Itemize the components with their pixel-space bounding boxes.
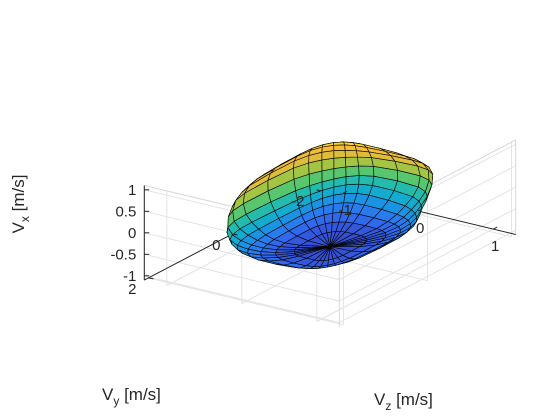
- y-tick-label: 0: [212, 237, 220, 254]
- surface-face: [344, 150, 358, 158]
- x-tick: [342, 190, 348, 194]
- surface-face: [345, 165, 360, 177]
- surface-face: [345, 175, 360, 186]
- surface-face: [358, 175, 375, 186]
- surface-face: [260, 254, 279, 259]
- z-tick-label: 1: [128, 182, 136, 199]
- surface-face: [344, 144, 357, 151]
- z-tick-label: 0: [128, 225, 136, 242]
- gridline-wall-z2: [339, 229, 516, 324]
- x-tick-label: 0: [416, 220, 424, 237]
- gridline-wall-z1: [144, 232, 340, 281]
- chart-ticks: -101-202-1-0.500.51: [110, 182, 499, 298]
- surface-face: [333, 157, 347, 169]
- x-tick: [492, 226, 498, 230]
- surface-face: [333, 150, 346, 159]
- surface-face: [357, 156, 374, 167]
- gridline-floor-y: [148, 277, 344, 326]
- gridline-wall-z1: [144, 275, 340, 324]
- surface-face: [344, 183, 360, 194]
- surface-mesh: [226, 141, 434, 270]
- z-tick-label: -1: [123, 268, 136, 285]
- surface-face: [356, 150, 372, 158]
- gridline-wall-z1: [144, 253, 340, 302]
- surface-face: [345, 156, 359, 168]
- y-tick: [148, 277, 154, 280]
- z-tick-label: 0.5: [115, 203, 136, 220]
- z-tick-label: -0.5: [110, 246, 136, 263]
- surface-face: [321, 157, 335, 172]
- y-tick: [316, 189, 322, 192]
- x-tick-label: 1: [491, 238, 499, 255]
- z-axis-label: Vx [m/s]: [9, 175, 32, 234]
- y-tick: [232, 233, 238, 236]
- y-axis-label: Vy [m/s]: [102, 385, 161, 408]
- surface-face: [333, 166, 347, 180]
- x-tick: [417, 208, 423, 212]
- surface-face: [333, 144, 346, 151]
- gridline-wall-z2: [339, 208, 516, 302]
- x-tick-label: -1: [339, 202, 352, 219]
- gridline-wall-z2: [339, 186, 516, 281]
- y-tick-label: -2: [291, 193, 304, 210]
- surface-face: [358, 165, 375, 177]
- y-tick-label: 2: [128, 281, 136, 298]
- x-axis-label: Vz [m/s]: [374, 390, 433, 413]
